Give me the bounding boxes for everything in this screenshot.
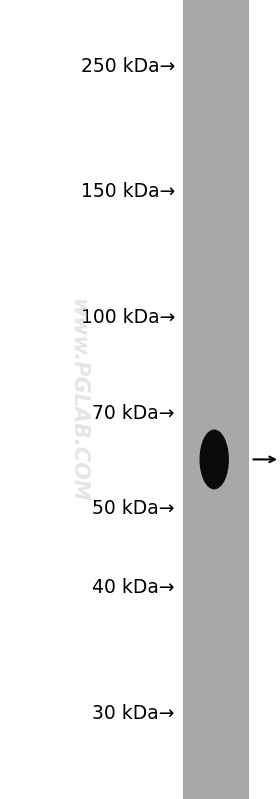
Bar [183, 0, 249, 799]
Text: 250 kDa→: 250 kDa→ [81, 57, 175, 76]
Text: 50 kDa→: 50 kDa→ [92, 499, 175, 519]
Text: 100 kDa→: 100 kDa→ [81, 308, 175, 327]
Ellipse shape [199, 430, 229, 489]
Text: 150 kDa→: 150 kDa→ [81, 182, 175, 201]
Text: 70 kDa→: 70 kDa→ [92, 404, 175, 423]
Text: 40 kDa→: 40 kDa→ [92, 578, 175, 597]
Text: 30 kDa→: 30 kDa→ [92, 704, 175, 723]
Text: www.PGLAB.COM: www.PGLAB.COM [68, 298, 88, 501]
